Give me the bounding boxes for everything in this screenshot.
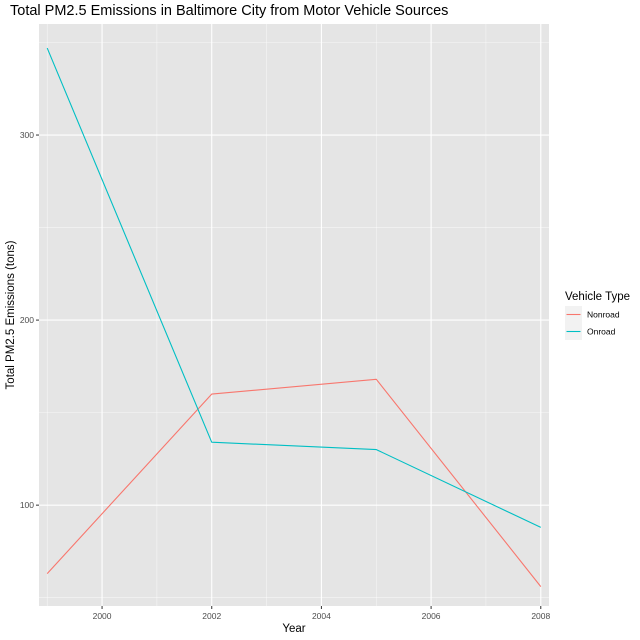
series-line-nonroad	[46, 378, 542, 587]
legend-items: Nonroad Onroad	[565, 306, 620, 340]
legend-label-nonroad: Nonroad	[587, 310, 620, 320]
y-tick-label: 100	[20, 500, 34, 510]
grid-minor	[39, 24, 549, 606]
series-line-onroad	[46, 47, 542, 528]
legend: Vehicle Type Nonroad Onroad	[565, 291, 630, 340]
x-tick-label: 2004	[312, 611, 331, 621]
legend-label-onroad: Onroad	[587, 327, 616, 337]
plot-panel	[39, 24, 549, 606]
grid-major	[39, 24, 549, 606]
series-lines	[46, 47, 542, 587]
x-axis-title: Year	[282, 623, 305, 635]
x-axis: 2000 2002 2004 2006 2008	[93, 606, 550, 621]
y-tick-label: 200	[20, 315, 34, 325]
y-tick-label: 300	[20, 130, 34, 140]
y-axis: 100 200 300	[20, 130, 39, 510]
x-tick-label: 2006	[422, 611, 441, 621]
x-tick-label: 2008	[531, 611, 550, 621]
legend-title: Vehicle Type	[565, 291, 630, 303]
y-axis-title: Total PM2.5 Emissions (tons)	[5, 240, 17, 389]
x-tick-label: 2002	[202, 611, 221, 621]
chart-title: Total PM2.5 Emissions in Baltimore City …	[10, 3, 448, 19]
x-tick-label: 2000	[93, 611, 112, 621]
